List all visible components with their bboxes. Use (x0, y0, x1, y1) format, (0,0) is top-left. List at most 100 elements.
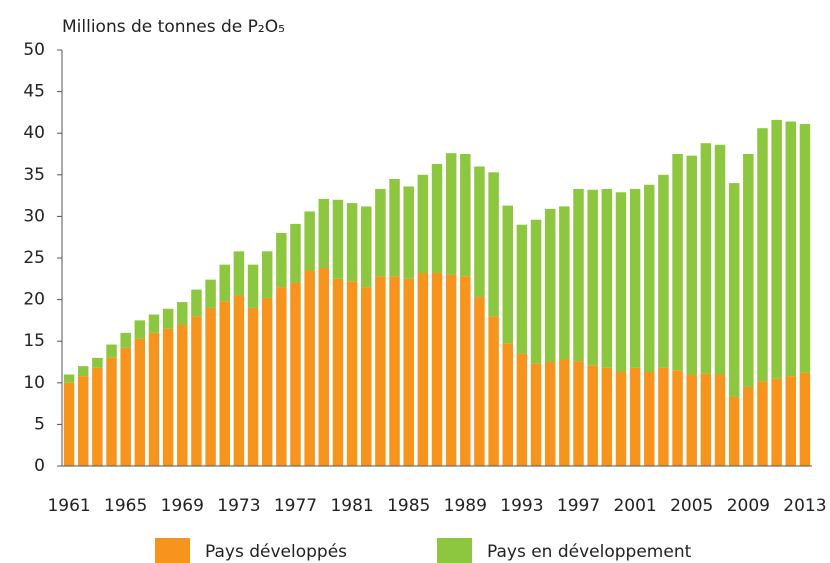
bar-segment (686, 155, 697, 375)
bar-segment (658, 367, 669, 466)
bar-segment (771, 119, 782, 379)
bar-segment (318, 198, 330, 268)
bar-segment (516, 353, 528, 466)
bar-segment (629, 188, 641, 368)
bar-segment (445, 274, 457, 466)
bar-segment (658, 174, 669, 368)
bar-segment (92, 367, 103, 466)
bar-segment (743, 154, 754, 387)
bar-segment (757, 128, 768, 382)
bar-segment (290, 223, 301, 283)
y-tick-label: 25 (23, 248, 45, 268)
bar-segment (672, 154, 683, 371)
bar-segment (474, 297, 485, 466)
x-tick-label: 1961 (47, 496, 90, 516)
bar-segment (544, 362, 556, 466)
bar-segment (389, 178, 400, 277)
bar-segment (799, 372, 811, 466)
bar-segment (148, 314, 160, 333)
bar-segment (346, 281, 358, 466)
bar-segment (148, 332, 160, 466)
y-tick-label: 40 (23, 123, 45, 143)
y-tick-label: 50 (23, 40, 45, 60)
bar-segment (502, 205, 513, 344)
bar-segment (615, 371, 627, 466)
bar-segment (700, 373, 712, 466)
bar-segment (261, 297, 273, 466)
bar-segment (728, 396, 740, 466)
x-tick-label: 1989 (444, 496, 487, 516)
x-tick-label: 2005 (670, 496, 713, 516)
bar-segment (686, 374, 697, 466)
bar-segment (771, 378, 782, 466)
bar-segment (63, 374, 75, 383)
bar-segment (488, 172, 499, 317)
bar-segment (474, 166, 485, 298)
bar-segment (672, 370, 683, 466)
x-tick-label: 1969 (161, 496, 204, 516)
bar-segment (460, 154, 471, 277)
bar-segment (559, 206, 570, 360)
y-axis-label: Millions de tonnes de P₂O₅ (62, 17, 285, 37)
bar-segment (106, 344, 117, 358)
bar-segment (219, 264, 230, 302)
bar-segment (77, 376, 89, 466)
x-tick-label: 2009 (727, 496, 770, 516)
bar-segment (389, 276, 400, 466)
y-tick-label: 0 (34, 456, 45, 476)
x-tick-label: 1973 (217, 496, 260, 516)
bar-segment (431, 163, 443, 273)
legend-swatch (155, 538, 190, 563)
bar-segment (247, 264, 259, 308)
bar-segment (120, 332, 131, 348)
bar-segment (162, 308, 174, 329)
bar-segment (573, 361, 584, 466)
bar-segment (615, 192, 627, 372)
bar-segment (785, 376, 797, 466)
bar-segment (544, 208, 556, 362)
bar-segment (403, 186, 414, 279)
y-tick-label: 45 (23, 82, 45, 102)
x-tick-label: 2013 (783, 496, 826, 516)
bar-segment (290, 282, 301, 466)
x-tick-label: 1997 (557, 496, 600, 516)
bar-segment (304, 270, 315, 466)
bar-segment (134, 320, 146, 339)
x-tick-label: 1977 (274, 496, 317, 516)
bar-segment (134, 338, 146, 466)
bar-segment (219, 301, 230, 466)
bar-segment (63, 382, 75, 466)
bar-segment (205, 307, 216, 466)
bar-segment (488, 316, 499, 466)
bar-segment (743, 386, 754, 466)
x-tick-label: 1993 (500, 496, 543, 516)
y-tick-label: 10 (23, 373, 45, 393)
bar-segment (304, 211, 315, 271)
bar-segment (191, 289, 202, 317)
bar-segment (318, 267, 330, 466)
bar-segment (375, 276, 386, 466)
bar-segment (587, 365, 598, 466)
bar-segment (361, 287, 372, 466)
bar-segment (644, 184, 655, 372)
bar-segment (247, 307, 259, 466)
bar-segment (162, 328, 174, 466)
bar-segment (431, 272, 443, 466)
y-tick-label: 30 (23, 206, 45, 226)
bar-segment (77, 366, 89, 377)
bar-segment (92, 357, 103, 368)
bar-segment (644, 371, 655, 466)
bar-segment (233, 251, 245, 296)
bar-segment (417, 174, 429, 273)
bar-segment (700, 143, 712, 374)
bar-segment (516, 224, 528, 354)
bar-segment (785, 121, 797, 377)
bar-segment (714, 374, 726, 466)
bar-segment (714, 144, 726, 375)
bar-segment (601, 188, 613, 368)
bar-segment (276, 233, 287, 288)
bar-segment (502, 343, 513, 466)
bar-segment (233, 295, 245, 466)
bar-segment (332, 278, 344, 466)
